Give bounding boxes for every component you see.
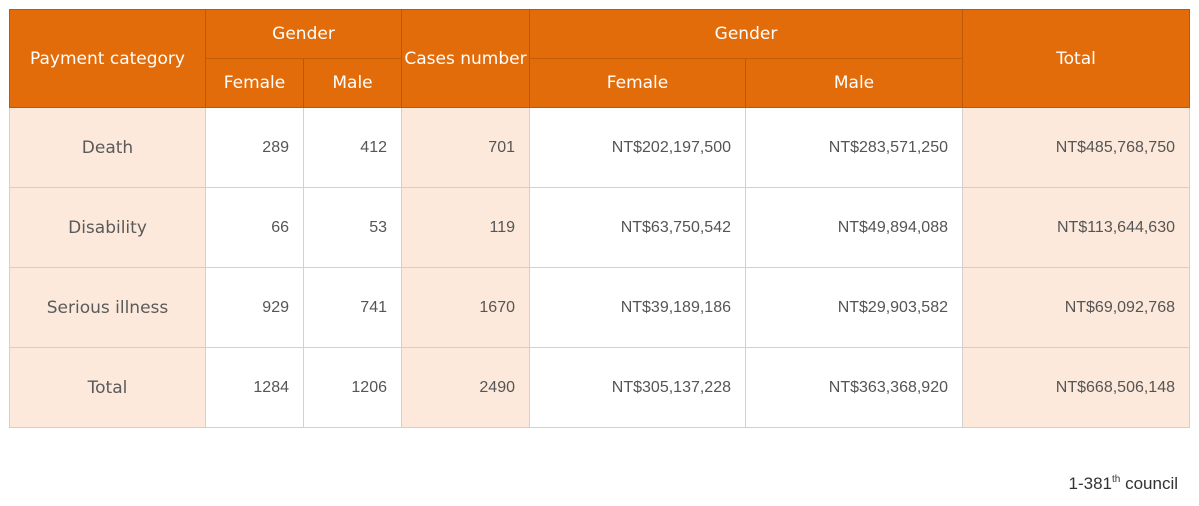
female-cases-cell: 289 [205, 107, 304, 188]
header-gender-cases: Gender [205, 9, 402, 59]
header-gender-amount: Gender [529, 9, 963, 59]
header-payment-category: Payment category [9, 9, 206, 108]
male-cases-cell: 741 [303, 267, 402, 348]
female-amount-cell: NT$39,189,186 [529, 267, 746, 348]
cases-number-cell: 119 [401, 187, 530, 268]
male-amount-cell: NT$363,368,920 [745, 347, 963, 428]
male-amount-cell: NT$29,903,582 [745, 267, 963, 348]
table-row-total: Total 1284 1206 2490 NT$305,137,228 NT$3… [9, 347, 1190, 428]
female-cases-cell: 1284 [205, 347, 304, 428]
header-cases-number: Cases number [401, 9, 530, 108]
female-cases-cell: 929 [205, 267, 304, 348]
male-cases-cell: 412 [303, 107, 402, 188]
cases-number-cell: 2490 [401, 347, 530, 428]
header-female-amount: Female [529, 58, 746, 108]
female-cases-cell: 66 [205, 187, 304, 268]
male-amount-cell: NT$49,894,088 [745, 187, 963, 268]
table-row: Disability 66 53 119 NT$63,750,542 NT$49… [9, 187, 1190, 268]
category-cell: Disability [9, 187, 206, 268]
total-amount-cell: NT$69,092,768 [962, 267, 1190, 348]
cases-number-cell: 1670 [401, 267, 530, 348]
category-cell: Total [9, 347, 206, 428]
male-amount-cell: NT$283,571,250 [745, 107, 963, 188]
category-cell: Death [9, 107, 206, 188]
council-footnote: 1-381th council [1069, 474, 1178, 494]
female-amount-cell: NT$202,197,500 [529, 107, 746, 188]
total-amount-cell: NT$668,506,148 [962, 347, 1190, 428]
male-cases-cell: 1206 [303, 347, 402, 428]
footnote-prefix: 1-381 [1068, 474, 1113, 493]
female-amount-cell: NT$305,137,228 [529, 347, 746, 428]
cases-number-cell: 701 [401, 107, 530, 188]
table-row: Serious illness 929 741 1670 NT$39,189,1… [9, 267, 1190, 348]
header-total: Total [962, 9, 1190, 108]
header-row-1: Payment category Gender Cases number Gen… [9, 9, 1190, 108]
header-male-cases: Male [303, 58, 402, 108]
total-amount-cell: NT$113,644,630 [962, 187, 1190, 268]
male-cases-cell: 53 [303, 187, 402, 268]
header-female-cases: Female [205, 58, 304, 108]
payment-table: Payment category Gender Cases number Gen… [9, 9, 1190, 428]
category-cell: Serious illness [9, 267, 206, 348]
header-male-amount: Male [745, 58, 963, 108]
footnote-superscript: th [1112, 474, 1121, 485]
total-amount-cell: NT$485,768,750 [962, 107, 1190, 188]
header-row-2: Female Male Female Male [10, 58, 1190, 108]
footnote-suffix: council [1120, 474, 1178, 493]
female-amount-cell: NT$63,750,542 [529, 187, 746, 268]
table-row: Death 289 412 701 NT$202,197,500 NT$283,… [9, 107, 1190, 188]
